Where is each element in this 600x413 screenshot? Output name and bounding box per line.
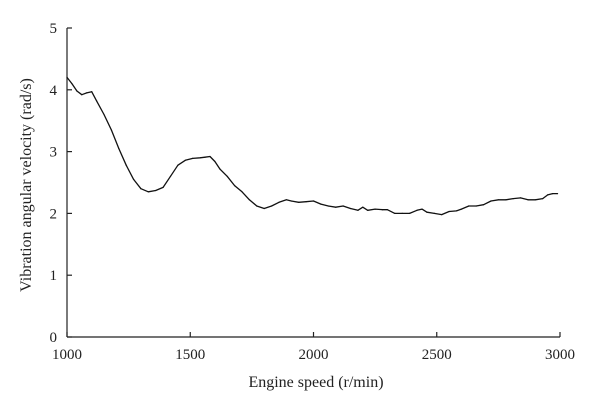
data-point — [147, 191, 149, 193]
data-point — [394, 212, 396, 214]
data-point — [71, 83, 73, 85]
y-tick-label: 4 — [50, 83, 58, 99]
series-line — [66, 76, 558, 216]
data-point — [214, 160, 216, 163]
data-point — [409, 212, 411, 214]
data-point — [241, 191, 243, 193]
x-tick-label: 1000 — [52, 347, 82, 363]
data-point — [386, 209, 388, 211]
data-point — [86, 92, 88, 94]
x-axis-label: Engine speed (r/min) — [248, 374, 383, 391]
data-point — [76, 90, 78, 92]
data-point — [256, 205, 258, 207]
data-point — [534, 199, 536, 201]
data-point — [374, 208, 376, 210]
data-point — [248, 199, 250, 201]
y-tick-label: 0 — [50, 330, 58, 346]
data-point — [204, 156, 206, 158]
y-tick-label: 2 — [50, 206, 58, 222]
data-point — [133, 178, 135, 180]
data-point — [219, 168, 221, 170]
data-point — [349, 207, 352, 210]
data-point — [96, 100, 98, 102]
x-tick-label: 2500 — [422, 347, 452, 363]
data-point — [118, 147, 120, 150]
data-point — [460, 208, 462, 210]
data-point — [81, 94, 83, 96]
data-point — [426, 211, 428, 213]
data-point — [155, 189, 157, 192]
data-point — [327, 205, 329, 207]
data-point — [298, 201, 300, 203]
data-point — [177, 164, 179, 166]
data-point — [342, 205, 344, 207]
x-tick-label: 1500 — [175, 347, 205, 363]
data-point — [505, 199, 507, 201]
data-point — [527, 199, 529, 201]
data-point — [162, 186, 164, 188]
data-point — [103, 113, 105, 116]
data-point — [263, 207, 265, 210]
y-tick-label: 1 — [50, 268, 58, 284]
data-point — [209, 155, 211, 158]
data-point — [547, 194, 549, 196]
x-tick-label: 3000 — [545, 347, 575, 363]
data-point — [483, 204, 485, 206]
axes — [66, 28, 560, 338]
data-point — [305, 201, 307, 203]
x-tick-label: 2000 — [299, 347, 329, 363]
y-tick-label: 3 — [50, 145, 58, 161]
data-point — [381, 209, 384, 211]
data-point — [169, 175, 172, 177]
y-tick-label: 5 — [50, 21, 58, 37]
data-point — [367, 209, 369, 211]
data-point — [441, 214, 443, 216]
data-point — [416, 209, 418, 211]
data-point — [455, 210, 458, 212]
data-point — [271, 205, 273, 207]
data-point — [512, 198, 514, 200]
data-point — [362, 206, 364, 208]
data-point — [140, 188, 142, 190]
data-point — [285, 199, 287, 201]
data-point — [520, 197, 522, 199]
x-axis-ticks: 1000 1500 2000 2500 3000 — [52, 332, 575, 363]
data-point — [278, 201, 280, 203]
data-point — [552, 193, 554, 195]
data-points — [66, 76, 559, 216]
data-point — [421, 208, 423, 210]
data-point — [110, 129, 112, 131]
data-point — [192, 157, 194, 159]
y-axis-label: Vibration angular velocity (rad/s) — [18, 78, 35, 292]
data-point — [497, 199, 499, 201]
data-point — [125, 164, 127, 166]
data-point — [556, 193, 559, 195]
data-point — [234, 185, 236, 187]
y-axis-ticks: 0 1 2 3 4 5 — [50, 21, 72, 346]
data-point — [320, 203, 322, 205]
data-point — [312, 200, 315, 202]
data-point — [542, 198, 544, 200]
data-point — [66, 76, 68, 78]
data-point — [448, 210, 450, 213]
data-point — [91, 91, 93, 93]
data-point — [475, 205, 477, 207]
data-point — [468, 205, 470, 207]
data-point — [184, 159, 186, 161]
data-point — [433, 212, 435, 214]
data-point — [290, 200, 292, 202]
data-point — [357, 209, 359, 211]
data-point — [401, 212, 403, 214]
data-point — [335, 206, 337, 208]
data-point — [199, 157, 201, 159]
data-point — [226, 175, 228, 177]
data-point — [490, 200, 492, 202]
